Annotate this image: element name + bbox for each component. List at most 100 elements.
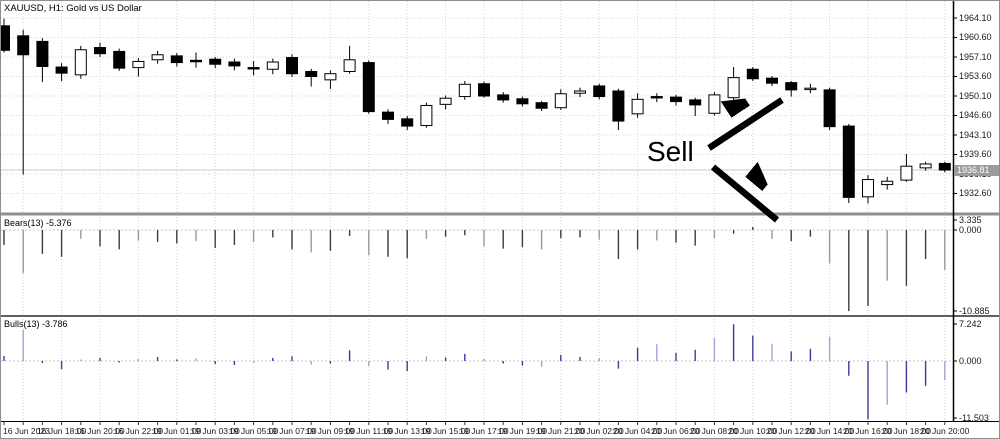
- time-axis-label: 19 Jun 19:00: [497, 426, 547, 436]
- candle: [382, 109, 394, 124]
- indicator-scale-label: -10.885: [959, 306, 990, 316]
- candle-body-bear: [36, 40, 49, 67]
- candle-body-bull: [420, 104, 433, 127]
- candle-body-bull: [74, 49, 87, 76]
- sell-arrow-up-right[interactable]: [707, 100, 784, 151]
- candle: [478, 81, 490, 98]
- indicator-scale-label: 0.000: [959, 225, 982, 235]
- indicator-scale-label: 7.242: [959, 319, 982, 329]
- candle-body-bear: [190, 59, 202, 63]
- time-axis-label: 20 Jun 06:00: [651, 426, 701, 436]
- candle-body-bull: [132, 60, 145, 69]
- candle: [804, 83, 817, 94]
- candle-body-bull: [881, 180, 894, 186]
- candle: [631, 93, 644, 118]
- bulls-indicator-label: Bulls(13) -3.786: [4, 319, 68, 329]
- time-axis-label: 20 Jun 12:00: [766, 426, 816, 436]
- candle-body-bear: [612, 90, 625, 122]
- candle: [593, 83, 606, 100]
- time-axis-label: 20 Jun 16:00: [843, 426, 893, 436]
- price-axis-label: 1957.10: [959, 51, 992, 62]
- candle: [439, 95, 452, 110]
- candle: [881, 176, 894, 190]
- candle-body-bear: [113, 50, 126, 69]
- candle-body-bear: [209, 58, 222, 65]
- time-axis-label: 19 Jun 17:00: [459, 426, 509, 436]
- candle: [938, 161, 951, 173]
- candle: [190, 52, 202, 68]
- price-axis-label: 1950.10: [959, 90, 992, 101]
- time-axis-label: 20 Jun 20:00: [920, 426, 970, 436]
- candle-body-bear: [670, 96, 682, 103]
- time-axis-label: 19 Jun 13:00: [382, 426, 432, 436]
- time-axis-label: 20 Jun 10:00: [728, 426, 778, 436]
- time-axis-label: 16 Jun 18:00: [37, 426, 87, 436]
- candle-body-bear: [535, 102, 548, 109]
- candle: [727, 67, 740, 101]
- candle: [900, 153, 913, 182]
- time-axis-label: 20 Jun 14:00: [805, 426, 855, 436]
- candle: [401, 116, 414, 130]
- time-axis-label: 20 Jun 02:00: [574, 426, 624, 436]
- candle: [842, 123, 855, 203]
- candle-body-bear: [497, 94, 510, 101]
- candle: [36, 38, 49, 83]
- indicator-scale-label: 0.000: [959, 356, 982, 366]
- candle: [343, 45, 356, 74]
- sell-arrow-down-right[interactable]: [710, 167, 780, 223]
- candle-body-bear: [516, 98, 529, 105]
- time-axis-label: 20 Jun 08:00: [689, 426, 739, 436]
- candle-body-bull: [343, 59, 356, 72]
- sell-annotation-text[interactable]: Sell: [647, 136, 694, 167]
- candle-body-bear: [305, 70, 318, 77]
- panel-separator-bulls[interactable]: [1, 315, 1000, 317]
- candle-body-bull: [900, 165, 913, 181]
- candle: [1, 18, 10, 53]
- candle-body-bear: [823, 89, 836, 128]
- price-axis-label: 1943.10: [959, 129, 992, 140]
- candle-body-bear: [401, 118, 414, 127]
- candle: [209, 56, 222, 69]
- candle-body-bull: [151, 54, 164, 61]
- candle: [228, 58, 241, 71]
- candle: [535, 101, 548, 112]
- candle-body-bear: [766, 77, 778, 84]
- candle-body-bull: [631, 98, 644, 115]
- candle-body-bear: [170, 55, 183, 64]
- candle: [151, 50, 164, 64]
- candle: [17, 29, 30, 175]
- candle-body-bull: [708, 94, 721, 114]
- candle-body-bear: [286, 57, 298, 75]
- candle: [670, 94, 682, 106]
- time-axis-label: 16 Jun 20:00: [75, 426, 125, 436]
- time-axis-label: 19 Jun 21:00: [536, 426, 586, 436]
- candle: [55, 63, 68, 81]
- candle: [113, 48, 126, 71]
- time-axis-label: 16 Jun 22:00: [113, 426, 163, 436]
- candle-body-bear: [362, 62, 375, 113]
- candle: [94, 42, 106, 57]
- candle: [266, 58, 279, 75]
- candle: [746, 67, 759, 81]
- candle-body-bear: [938, 162, 951, 171]
- candle-body-bear: [650, 96, 663, 99]
- candle: [74, 45, 87, 79]
- indicator-scale-label: -11.503: [959, 413, 989, 423]
- price-axis-label: 1946.60: [959, 110, 992, 121]
- candle: [823, 87, 836, 130]
- candle: [689, 97, 702, 117]
- time-axis-label: 16 Jun 2023: [3, 426, 50, 436]
- candle: [497, 92, 510, 103]
- candle-body-bear: [382, 111, 394, 120]
- candle-body-bear: [1, 25, 10, 51]
- candle-body-bear: [228, 61, 241, 67]
- time-axis-label: 19 Jun 11:00: [344, 426, 394, 436]
- candle: [554, 89, 567, 110]
- candle-body-bull: [574, 90, 586, 94]
- price-axis-label: 1960.60: [959, 32, 992, 43]
- panel-separator-bears[interactable]: [1, 212, 1000, 216]
- time-axis-label: 19 Jun 07:00: [267, 426, 317, 436]
- time-axis-label: 19 Jun 15:00: [421, 426, 471, 436]
- candle: [785, 80, 798, 97]
